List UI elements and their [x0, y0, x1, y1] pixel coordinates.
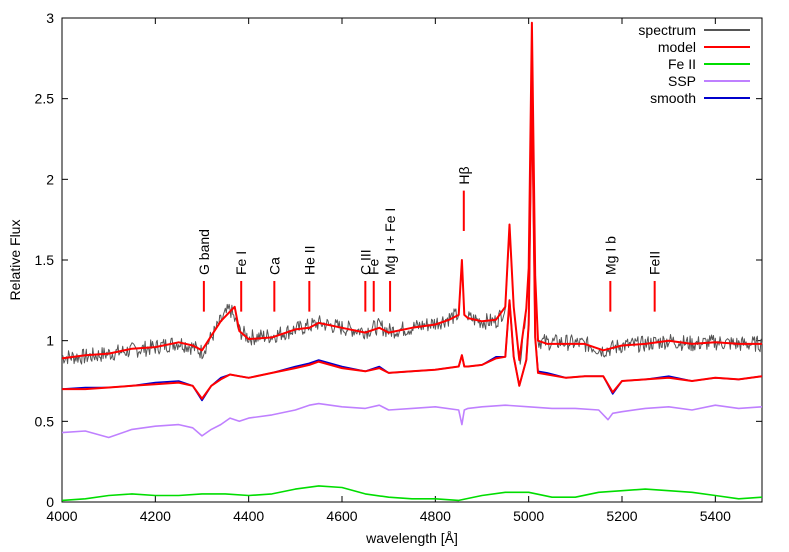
legend-label: spectrum: [638, 22, 696, 38]
x-tick-label: 4200: [140, 508, 171, 524]
y-tick-label: 0.5: [35, 413, 55, 429]
series-model: [61, 21, 762, 361]
y-tick-label: 3: [46, 10, 54, 26]
annotation-label: He II: [301, 245, 317, 275]
annotation-label: Ca: [266, 257, 282, 275]
annotation-label: Mg I b: [602, 236, 618, 275]
x-tick-label: 4400: [233, 508, 264, 524]
annotation-label: FeII: [647, 251, 663, 275]
annotation-label: Fe: [366, 258, 382, 275]
series-ssp: [61, 402, 763, 439]
x-tick-label: 5000: [513, 508, 544, 524]
y-tick-label: 1: [46, 333, 54, 349]
axis-ticks: 4000 4200 4400 4600 4800 5000 5200 5400 0 0.5 1 1.5…: [35, 10, 762, 524]
legend-label: Fe II: [668, 56, 696, 72]
legend-label: smooth: [650, 90, 696, 106]
y-tick-label: 2.5: [35, 91, 55, 107]
y-tick-label: 2: [46, 171, 54, 187]
x-tick-label: 5200: [606, 508, 637, 524]
series-fe-ii: [61, 485, 763, 502]
annotation-label: Mg I + Fe I: [382, 208, 398, 275]
x-tick-label: 5400: [700, 508, 731, 524]
x-tick-label: 4600: [326, 508, 357, 524]
series-smooth: [61, 81, 763, 402]
x-tick-label: 4000: [46, 508, 77, 524]
series-layer: [61, 21, 763, 502]
y-tick-label: 1.5: [35, 252, 55, 268]
annotation-label: Hβ: [456, 166, 472, 184]
legend-label: model: [658, 39, 696, 55]
x-axis-label: wavelength [Å]: [365, 530, 458, 546]
y-tick-label: 0: [46, 494, 54, 510]
annotation-label: C III: [357, 249, 373, 275]
annotation-label: G band: [196, 229, 212, 275]
annotation-label: Fe I: [233, 251, 249, 275]
series-model: [62, 81, 763, 400]
x-tick-label: 4800: [420, 508, 451, 524]
y-axis-label: Relative Flux: [7, 220, 23, 301]
legend-label: SSP: [668, 73, 696, 89]
series-spectrum: [61, 25, 763, 365]
